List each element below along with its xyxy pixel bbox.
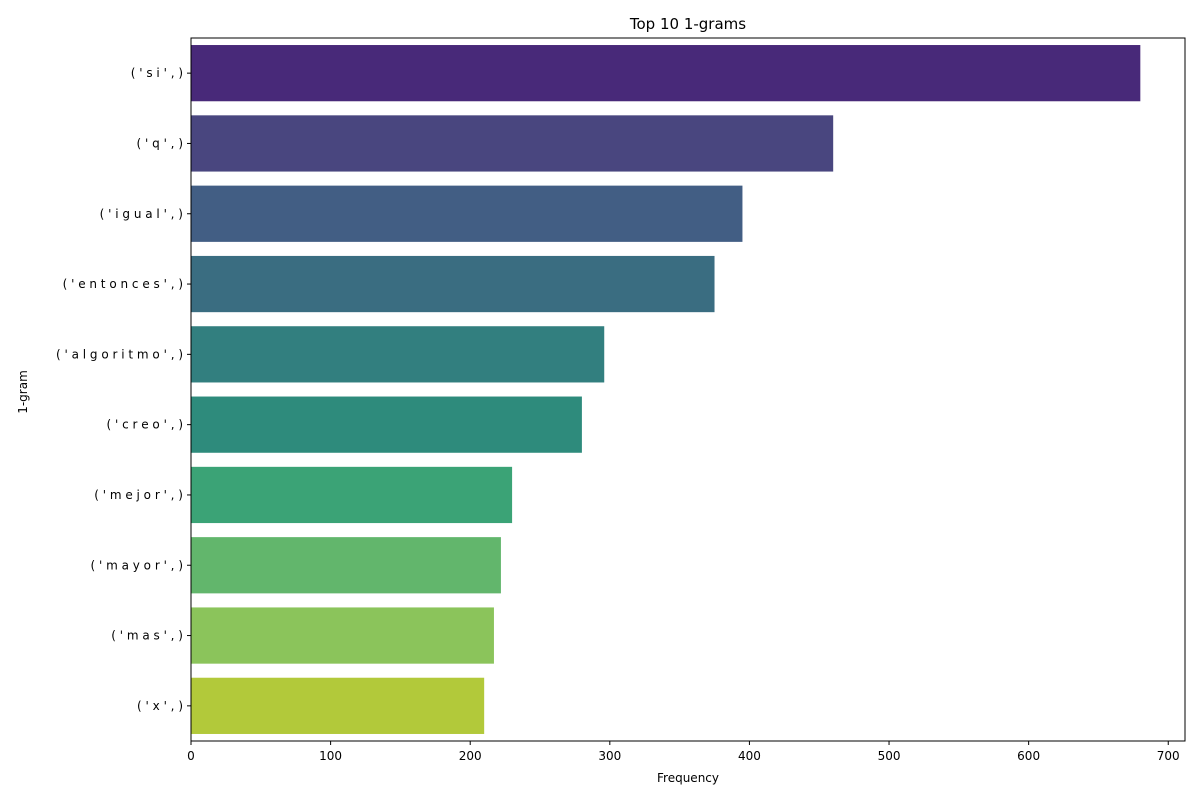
bars-group [191,45,1141,734]
y-tick-label: ( ' s i ' , ) [131,66,183,80]
y-tick-label: ( ' e n t o n c e s ' , ) [63,277,183,291]
bar [191,677,485,734]
x-tick-label: 0 [187,749,195,763]
plot-frame [190,37,1186,742]
x-tick-label: 700 [1157,749,1180,763]
x-tick-label: 200 [459,749,482,763]
x-tick-label: 100 [319,749,342,763]
y-tick-label: ( ' c r e o ' , ) [106,418,183,432]
bar [191,607,494,664]
bar [191,185,743,242]
y-tick-label: ( ' m a s ' , ) [111,629,183,643]
y-tick-label: ( ' a l g o r i t m o ' , ) [56,347,183,361]
bar [191,326,605,383]
chart-title: Top 10 1-grams [629,15,746,33]
bar [191,45,1141,102]
y-tick-label: ( ' q ' , ) [137,136,183,150]
bar [191,255,715,313]
y-axis-label: 1-gram [16,370,30,414]
y-axis-ticks: ( ' s i ' , ) ( ' q ' , ) ( ' i g u a l ' … [56,66,191,713]
bar [191,466,513,524]
bar [191,537,501,594]
y-tick-label: ( ' m a y o r ' , ) [90,558,183,572]
bar [191,396,582,453]
bar [191,115,834,172]
y-tick-label: ( ' i g u a l ' , ) [100,207,183,221]
x-tick-label: 400 [738,749,761,763]
y-tick-label: ( ' x ' , ) [137,699,183,713]
x-axis-ticks: 0 100 200 300 400 500 600 700 [187,741,1180,763]
x-tick-label: 300 [598,749,621,763]
x-tick-label: 600 [1017,749,1040,763]
y-tick-label: ( ' m e j o r ' , ) [94,488,183,502]
x-tick-label: 500 [878,749,901,763]
x-axis-label: Frequency [657,771,719,785]
